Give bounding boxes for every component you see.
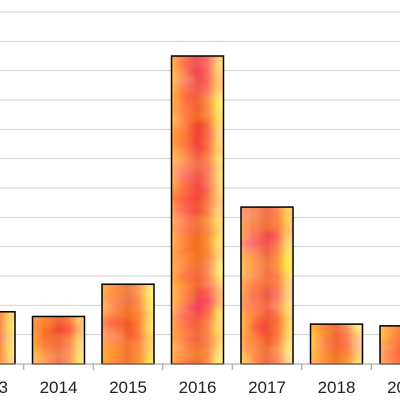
bar-texture bbox=[380, 325, 400, 364]
x-tick-label: 2017 bbox=[248, 378, 286, 397]
bar-texture bbox=[32, 316, 85, 364]
bar-2014 bbox=[31, 315, 86, 365]
x-tick-label: 2019 bbox=[387, 378, 400, 397]
bar-2013 bbox=[0, 311, 16, 365]
bar-texture bbox=[171, 56, 224, 364]
x-tick-labels: 2013 2014 2015 2016 2017 2018 2019 bbox=[0, 364, 400, 397]
bar-2019 bbox=[379, 325, 400, 365]
bars bbox=[0, 55, 400, 365]
bar-2018 bbox=[309, 323, 364, 365]
x-tick-label: 2018 bbox=[318, 378, 356, 397]
bar-2017 bbox=[240, 206, 294, 365]
x-tick-label: 2015 bbox=[109, 378, 147, 397]
x-tick-label: 2016 bbox=[179, 378, 217, 397]
x-tick-label: 2014 bbox=[40, 378, 78, 397]
bar-outline bbox=[0, 311, 16, 365]
bar-2016 bbox=[170, 55, 225, 365]
x-tick-label: 2013 bbox=[0, 378, 8, 397]
bar-outline bbox=[379, 325, 400, 365]
bar-texture bbox=[310, 324, 363, 364]
bar-texture bbox=[0, 311, 15, 364]
bar-texture bbox=[102, 284, 154, 364]
bar-texture bbox=[241, 207, 293, 364]
bar-2015 bbox=[101, 283, 155, 365]
